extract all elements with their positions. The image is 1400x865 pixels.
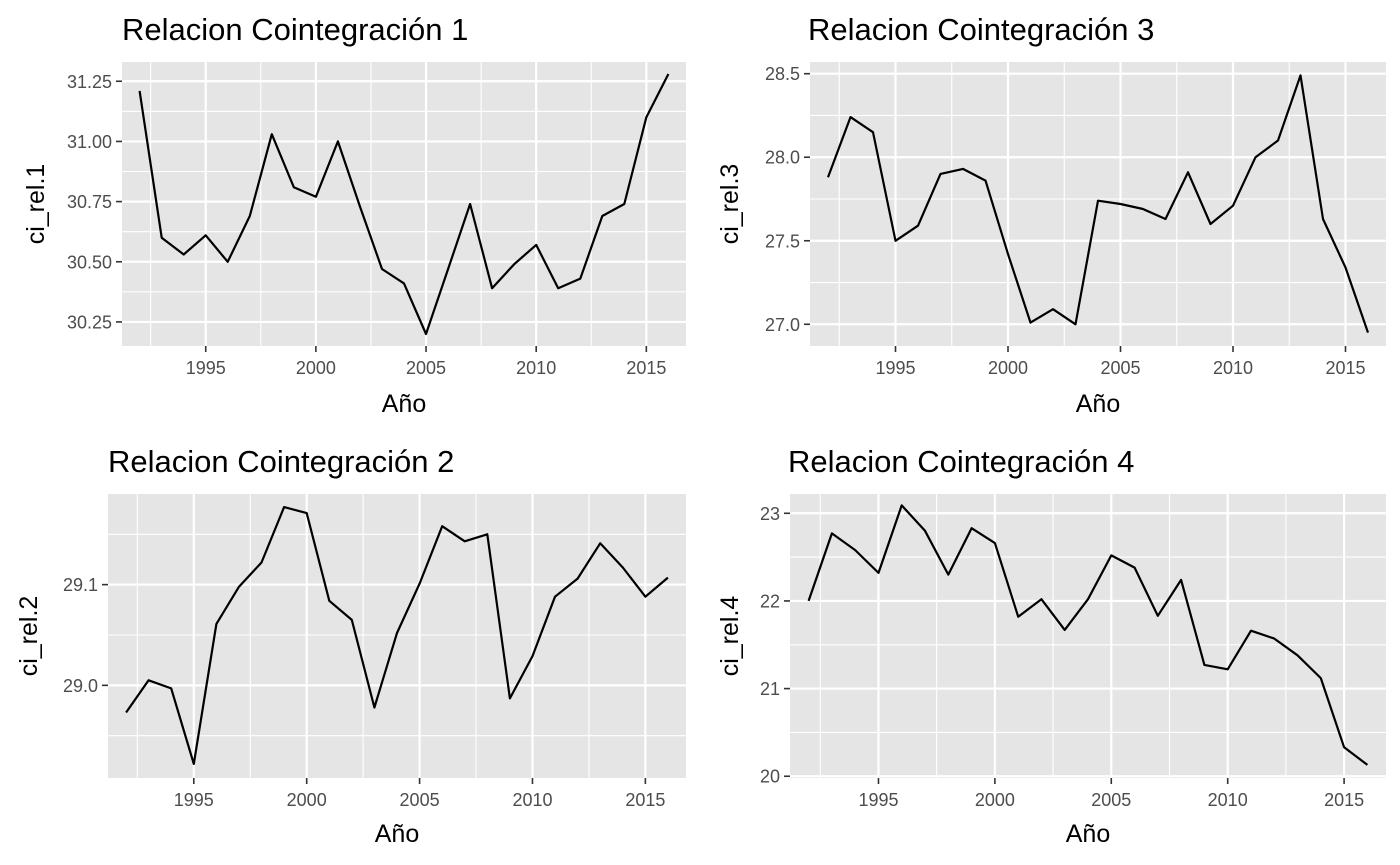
y-tick-label: 30.75 xyxy=(67,192,112,212)
panel-4: 1995 2000 2005 2010 2015 20 21 22 23 Relacion Coi… xyxy=(716,444,1386,848)
minor-grid xyxy=(122,62,686,346)
y-tick-label: 29.1 xyxy=(63,575,98,595)
y-axis-label: ci_rel.4 xyxy=(716,596,744,677)
y-tick-label: 30.50 xyxy=(67,252,112,272)
x-tick-label: 2000 xyxy=(287,790,327,810)
y-axis-label: ci_rel.1 xyxy=(22,164,50,245)
panel-3: 1995 2000 2005 2010 2015 29.0 29.1 Relacion Coi… xyxy=(15,444,686,848)
x-tick-label: 1995 xyxy=(186,358,226,378)
x-tick-label: 2000 xyxy=(296,358,336,378)
panel-2: 1995 2000 2005 2010 2015 27.0 27.5 28.0 28.5 Rela… xyxy=(716,12,1386,418)
panel-1: 1995 2000 2005 2010 2015 30.25 30.50 30.75 31.00… xyxy=(22,12,686,418)
x-tick-label: 2000 xyxy=(988,358,1028,378)
y-tick-label: 31.00 xyxy=(67,132,112,152)
y-tick-label: 22 xyxy=(760,591,780,611)
x-tick-label: 2005 xyxy=(1091,790,1131,810)
x-tick-label: 2010 xyxy=(1208,790,1248,810)
y-tick-label: 29.0 xyxy=(63,676,98,696)
x-tick-label: 1995 xyxy=(174,790,214,810)
x-tick-label: 2005 xyxy=(406,358,446,378)
y-tick-label: 28.0 xyxy=(765,148,800,168)
x-tick-label: 2000 xyxy=(975,790,1015,810)
minor-grid xyxy=(810,62,1386,346)
y-tick-label: 30.25 xyxy=(67,312,112,332)
x-tick-label: 2010 xyxy=(1213,358,1253,378)
x-tick-label: 2015 xyxy=(625,790,665,810)
x-axis-label: Año xyxy=(1076,390,1120,418)
x-tick-label: 2010 xyxy=(516,358,556,378)
x-tick-label: 2015 xyxy=(1325,358,1365,378)
y-tick-label: 21 xyxy=(760,679,780,699)
x-tick-label: 1995 xyxy=(875,358,915,378)
x-tick-label: 2005 xyxy=(1100,358,1140,378)
minor-grid xyxy=(790,494,1386,778)
chart-title: Relacion Cointegración 3 xyxy=(808,12,1154,47)
y-tick-label: 27.5 xyxy=(765,231,800,251)
x-axis-label: Año xyxy=(382,390,426,418)
x-axis-label: Año xyxy=(375,820,419,848)
series-line xyxy=(826,74,1370,333)
y-axis-label: ci_rel.3 xyxy=(716,164,744,245)
x-tick-label: 2015 xyxy=(626,358,666,378)
y-tick-label: 27.0 xyxy=(765,315,800,335)
x-tick-label: 1995 xyxy=(858,790,898,810)
series-line xyxy=(125,506,669,766)
chart-title: Relacion Cointegración 2 xyxy=(108,444,454,479)
y-tick-label: 20 xyxy=(760,767,780,787)
y-tick-label: 23 xyxy=(760,504,780,524)
x-tick-label: 2005 xyxy=(400,790,440,810)
series-line xyxy=(807,504,1369,766)
x-tick-label: 2015 xyxy=(1324,790,1364,810)
series-line xyxy=(138,73,670,336)
x-tick-label: 2010 xyxy=(512,790,552,810)
y-tick-label: 31.25 xyxy=(67,72,112,92)
plot-background xyxy=(122,62,686,346)
y-axis-label: ci_rel.2 xyxy=(15,596,43,677)
y-tick-label: 28.5 xyxy=(765,64,800,84)
chart-title: Relacion Cointegración 1 xyxy=(122,12,468,47)
chart-title: Relacion Cointegración 4 xyxy=(788,444,1134,479)
x-axis-label: Año xyxy=(1066,820,1110,848)
